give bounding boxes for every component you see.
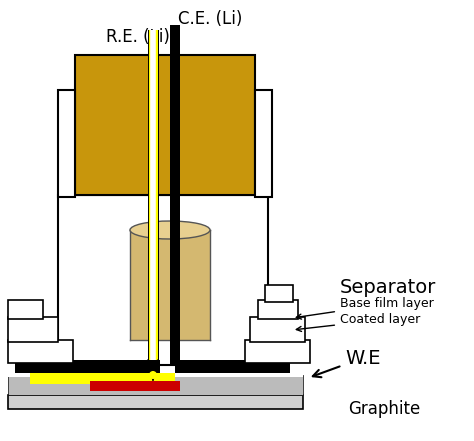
Bar (170, 25, 180, 365)
Text: Graphite: Graphite (348, 400, 420, 418)
Bar (148, 30, 158, 360)
Bar (250, 317, 305, 342)
Bar (90, 381, 180, 391)
Text: Base film layer: Base film layer (296, 298, 434, 319)
Bar (8, 300, 43, 319)
Bar (8, 370, 303, 377)
Bar (255, 90, 272, 197)
Ellipse shape (130, 221, 210, 239)
Bar (58, 195, 268, 365)
Bar (150, 30, 156, 360)
Text: Separator: Separator (340, 278, 437, 297)
Bar (8, 317, 58, 342)
Bar (75, 55, 255, 195)
Text: C.E. (Li): C.E. (Li) (178, 10, 242, 28)
Bar (245, 340, 310, 363)
Bar (151, 30, 155, 360)
Bar (175, 360, 290, 373)
Bar (8, 395, 303, 409)
Bar (30, 373, 175, 384)
Text: R.E. (Li): R.E. (Li) (106, 28, 170, 46)
Bar (15, 360, 160, 373)
Text: Coated layer: Coated layer (296, 314, 420, 332)
Bar (8, 340, 73, 363)
Bar (8, 375, 303, 395)
Bar (258, 300, 298, 319)
Bar (265, 285, 293, 302)
Text: W.E: W.E (313, 348, 381, 377)
Circle shape (149, 371, 157, 379)
Bar (58, 90, 75, 197)
Bar (130, 230, 210, 340)
